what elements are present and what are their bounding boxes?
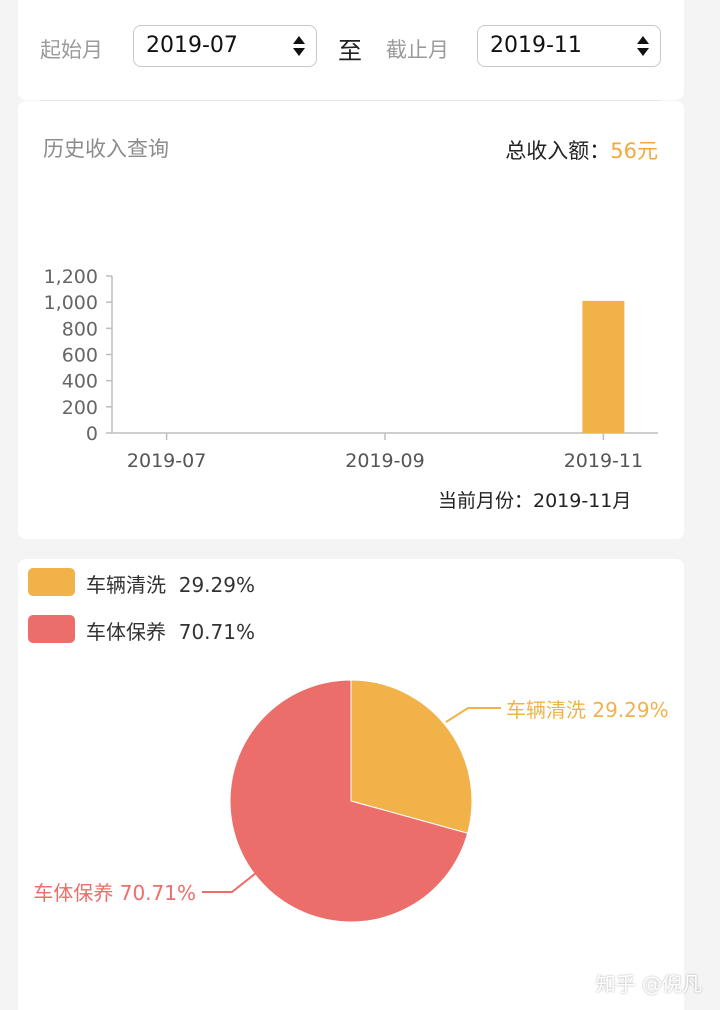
select-arrows-icon: [293, 36, 305, 56]
bar[interactable]: [582, 300, 625, 433]
end-month-select[interactable]: 2019-11: [477, 25, 661, 67]
pie-slice-car-wash[interactable]: [350, 679, 473, 834]
start-month-select[interactable]: 2019-07: [133, 25, 317, 67]
select-arrows-icon: [637, 36, 649, 56]
end-month-label: 截止月: [386, 38, 449, 62]
watermark: 知乎 @倪凡: [595, 972, 702, 996]
service-pie-chart: 车辆清洗 29.29% 车体保养 70.71%: [33, 679, 669, 923]
x-tick-label: 2019-11: [564, 450, 643, 472]
y-tick-label: 1,200: [44, 266, 98, 288]
history-title: 历史收入查询: [43, 137, 169, 161]
pie-label-line-wash: [445, 707, 501, 723]
divider: [40, 100, 660, 101]
start-month-value: 2019-07: [146, 33, 238, 58]
income-history-card: [18, 101, 684, 539]
total-income: 总收入额：56元: [505, 135, 658, 165]
pie-label-wash: 车辆清洗 29.29%: [506, 698, 669, 722]
pie-label-care: 车体保养 70.71%: [33, 881, 196, 905]
y-tick-label: 200: [62, 397, 98, 419]
income-bar-chart: 0 200 400 600 800 1,000 1,200 2019-07 2019-09 201…: [44, 266, 658, 472]
y-tick-label: 1,000: [44, 292, 98, 314]
end-month-value: 2019-11: [490, 33, 582, 58]
y-tick-label: 800: [62, 318, 98, 340]
legend-label: 车体保养 70.71%: [86, 620, 255, 644]
range-to-label: 至: [338, 37, 362, 65]
total-income-label: 总收入额：: [505, 139, 611, 163]
x-tick-label: 2019-09: [345, 450, 424, 472]
start-month-label: 起始月: [40, 38, 103, 62]
x-tick-label: 2019-07: [127, 450, 206, 472]
legend-swatch: [28, 568, 75, 596]
y-tick-label: 0: [86, 423, 98, 445]
y-tick-label: 600: [62, 345, 98, 367]
pie-label-line-care: [202, 872, 257, 893]
legend-label: 车辆清洗 29.29%: [86, 573, 255, 597]
current-month-label: 当前月份：2019-11月: [438, 490, 632, 512]
total-income-value: 56元: [610, 139, 658, 163]
legend-swatch: [28, 615, 75, 643]
y-tick-label: 400: [62, 371, 98, 393]
